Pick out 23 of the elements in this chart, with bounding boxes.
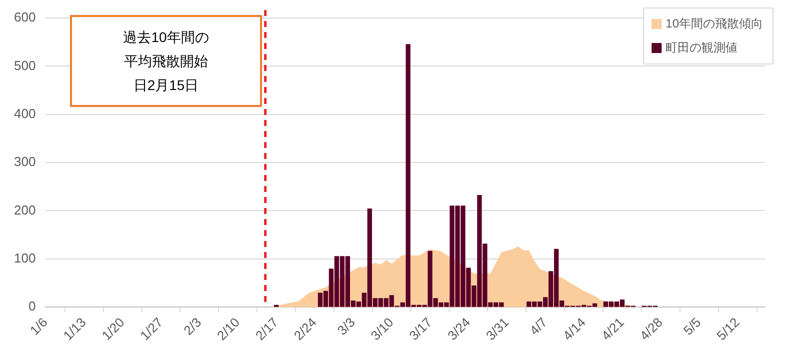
x-tick-label: 3/31 <box>483 314 512 344</box>
x-tick-label: 2/3 <box>180 314 204 338</box>
x-tick-label: 4/28 <box>636 314 666 344</box>
legend-label: 10年間の飛散傾向 <box>666 16 764 30</box>
x-tick-label: 4/14 <box>560 314 588 344</box>
x-tick-label: 3/24 <box>444 314 474 344</box>
y-tick-label: 600 <box>14 10 36 25</box>
x-tick-label: 4/7 <box>526 314 550 338</box>
y-tick-label: 300 <box>14 154 36 170</box>
y-tick-label: 400 <box>14 106 36 121</box>
x-tick-label: 5/12 <box>714 314 742 344</box>
annotation: 過去10年間の平均飛散開始日2月15日 <box>122 28 210 95</box>
note-frame: 過去10年間の平均飛散開始日2月15日 <box>70 15 262 107</box>
legend-label: 町田の観測値 <box>666 40 738 54</box>
x-tick-label: 4/21 <box>598 314 627 344</box>
y-tick-label: 0 <box>28 298 36 314</box>
y-tick-label: 200 <box>14 202 36 218</box>
x-tick-label: 5/5 <box>680 314 704 338</box>
x-tick-label: 1/6 <box>26 314 50 338</box>
y-tick-label: 100 <box>14 250 36 266</box>
y-tick-label: 500 <box>14 58 36 73</box>
x-tick-label: 3/10 <box>368 314 396 344</box>
x-tick-label: 3/3 <box>334 314 358 338</box>
